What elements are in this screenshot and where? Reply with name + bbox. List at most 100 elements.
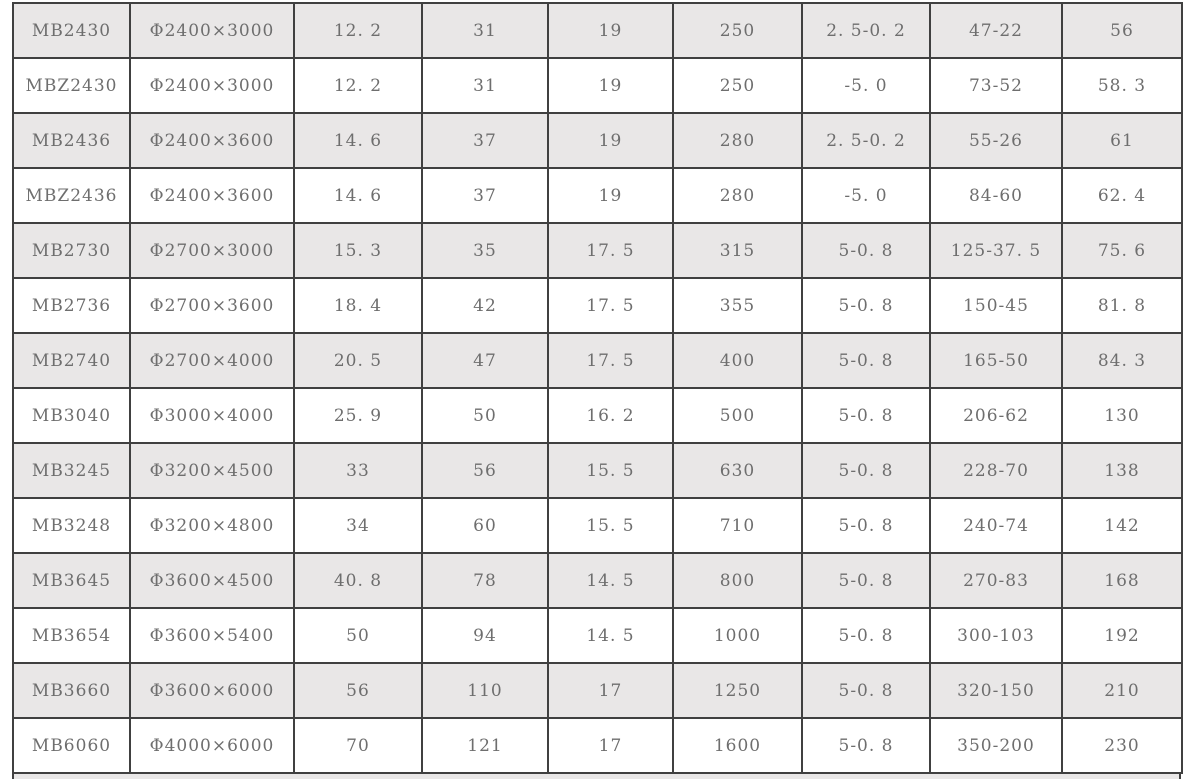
model-cell: MB3654 bbox=[12, 607, 131, 664]
value-cell: 230 bbox=[1061, 717, 1183, 774]
value-cell: 5-0. 8 bbox=[801, 442, 931, 499]
value-cell: 19 bbox=[547, 57, 674, 114]
value-cell: 270-83 bbox=[929, 552, 1063, 609]
spec-cell: Φ3200×4500 bbox=[129, 442, 295, 499]
spec-cell: Φ2700×3000 bbox=[129, 222, 295, 279]
value-cell: 206-62 bbox=[929, 387, 1063, 444]
value-cell: 31 bbox=[421, 57, 549, 114]
spec-cell: Φ3600×4500 bbox=[129, 552, 295, 609]
model-cell: MB2740 bbox=[12, 332, 131, 389]
table-row: MB2436 Φ2400×3600 14. 6 37 19 280 2. 5-0. 2 55-… bbox=[12, 112, 1183, 169]
table-row: MB3040 Φ3000×4000 25. 9 50 16. 2 500 5-0. 8 206… bbox=[12, 387, 1183, 444]
model-cell: MB3660 bbox=[12, 662, 131, 719]
value-cell: 192 bbox=[1061, 607, 1183, 664]
table-body: MB2430 Φ2400×3000 12. 2 31 19 250 2. 5-0. 2 47-… bbox=[12, 2, 1183, 774]
value-cell: 1000 bbox=[672, 607, 803, 664]
value-cell: 121 bbox=[421, 717, 549, 774]
model-cell: MB3248 bbox=[12, 497, 131, 554]
value-cell: 300-103 bbox=[929, 607, 1063, 664]
value-cell: 168 bbox=[1061, 552, 1183, 609]
model-cell: MB3040 bbox=[12, 387, 131, 444]
value-cell: 12. 2 bbox=[293, 57, 423, 114]
value-cell: 2. 5-0. 2 bbox=[801, 2, 931, 59]
value-cell: 62. 4 bbox=[1061, 167, 1183, 224]
value-cell: 5-0. 8 bbox=[801, 497, 931, 554]
value-cell: 31 bbox=[421, 2, 549, 59]
value-cell: 50 bbox=[293, 607, 423, 664]
value-cell: 5-0. 8 bbox=[801, 332, 931, 389]
value-cell: 14. 6 bbox=[293, 112, 423, 169]
model-cell: MB6060 bbox=[12, 717, 131, 774]
model-cell: MB2436 bbox=[12, 112, 131, 169]
spec-cell: Φ4000×6000 bbox=[129, 717, 295, 774]
value-cell: 19 bbox=[547, 2, 674, 59]
value-cell: 18. 4 bbox=[293, 277, 423, 334]
value-cell: 14. 5 bbox=[547, 607, 674, 664]
value-cell: 73-52 bbox=[929, 57, 1063, 114]
table-row: MB2736 Φ2700×3600 18. 4 42 17. 5 355 5-0. 8 150… bbox=[12, 277, 1183, 334]
value-cell: 17 bbox=[547, 662, 674, 719]
value-cell: 1600 bbox=[672, 717, 803, 774]
value-cell: 35 bbox=[421, 222, 549, 279]
value-cell: 138 bbox=[1061, 442, 1183, 499]
value-cell: 228-70 bbox=[929, 442, 1063, 499]
value-cell: 75. 6 bbox=[1061, 222, 1183, 279]
value-cell: 50 bbox=[421, 387, 549, 444]
value-cell: 60 bbox=[421, 497, 549, 554]
spec-cell: Φ2400×3600 bbox=[129, 167, 295, 224]
value-cell: 350-200 bbox=[929, 717, 1063, 774]
table-row: MBZ2436 Φ2400×3600 14. 6 37 19 280 -5. 0 84-60 6… bbox=[12, 167, 1183, 224]
spec-cell: Φ3600×5400 bbox=[129, 607, 295, 664]
model-cell: MB3245 bbox=[12, 442, 131, 499]
model-cell: MB2736 bbox=[12, 277, 131, 334]
value-cell: 14. 6 bbox=[293, 167, 423, 224]
value-cell: 1250 bbox=[672, 662, 803, 719]
value-cell: 84. 3 bbox=[1061, 332, 1183, 389]
model-cell: MBZ2436 bbox=[12, 167, 131, 224]
value-cell: 280 bbox=[672, 167, 803, 224]
value-cell: 800 bbox=[672, 552, 803, 609]
table-row: MB3660 Φ3600×6000 56 110 17 1250 5-0. 8 320-150… bbox=[12, 662, 1183, 719]
value-cell: 17. 5 bbox=[547, 332, 674, 389]
spec-cell: Φ2700×4000 bbox=[129, 332, 295, 389]
spec-cell: Φ3200×4800 bbox=[129, 497, 295, 554]
value-cell: 142 bbox=[1061, 497, 1183, 554]
value-cell: 56 bbox=[1061, 2, 1183, 59]
spec-cell: Φ3600×6000 bbox=[129, 662, 295, 719]
value-cell: 400 bbox=[672, 332, 803, 389]
value-cell: 2. 5-0. 2 bbox=[801, 112, 931, 169]
value-cell: 25. 9 bbox=[293, 387, 423, 444]
model-cell: MB3645 bbox=[12, 552, 131, 609]
value-cell: 165-50 bbox=[929, 332, 1063, 389]
value-cell: 47-22 bbox=[929, 2, 1063, 59]
value-cell: 5-0. 8 bbox=[801, 387, 931, 444]
value-cell: 47 bbox=[421, 332, 549, 389]
value-cell: 15. 3 bbox=[293, 222, 423, 279]
value-cell: 58. 3 bbox=[1061, 57, 1183, 114]
value-cell: 17. 5 bbox=[547, 277, 674, 334]
value-cell: 15. 5 bbox=[547, 497, 674, 554]
value-cell: 130 bbox=[1061, 387, 1183, 444]
value-cell: 15. 5 bbox=[547, 442, 674, 499]
value-cell: 5-0. 8 bbox=[801, 607, 931, 664]
value-cell: 37 bbox=[421, 167, 549, 224]
value-cell: 20. 5 bbox=[293, 332, 423, 389]
value-cell: 315 bbox=[672, 222, 803, 279]
value-cell: 55-26 bbox=[929, 112, 1063, 169]
table-row: MB3248 Φ3200×4800 34 60 15. 5 710 5-0. 8 240-74… bbox=[12, 497, 1183, 554]
value-cell: 34 bbox=[293, 497, 423, 554]
value-cell: 61 bbox=[1061, 112, 1183, 169]
value-cell: 355 bbox=[672, 277, 803, 334]
value-cell: 70 bbox=[293, 717, 423, 774]
value-cell: 5-0. 8 bbox=[801, 277, 931, 334]
value-cell: 150-45 bbox=[929, 277, 1063, 334]
spec-cell: Φ2400×3000 bbox=[129, 57, 295, 114]
value-cell: 280 bbox=[672, 112, 803, 169]
value-cell: 17 bbox=[547, 717, 674, 774]
value-cell: 5-0. 8 bbox=[801, 662, 931, 719]
value-cell: 5-0. 8 bbox=[801, 552, 931, 609]
value-cell: 12. 2 bbox=[293, 2, 423, 59]
table-row: MB2740 Φ2700×4000 20. 5 47 17. 5 400 5-0. 8 165… bbox=[12, 332, 1183, 389]
spec-cell: Φ2700×3600 bbox=[129, 277, 295, 334]
table-row: MB3645 Φ3600×4500 40. 8 78 14. 5 800 5-0. 8 270… bbox=[12, 552, 1183, 609]
